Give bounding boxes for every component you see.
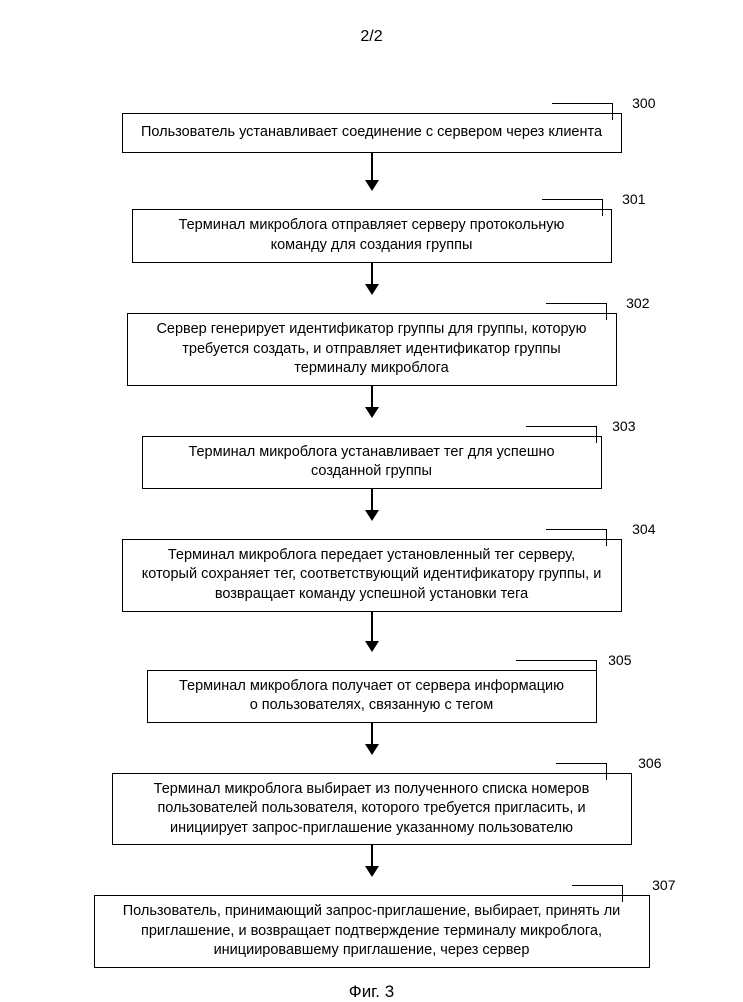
page-number: 2/2 — [0, 28, 743, 46]
step-label-row: 305 — [112, 652, 632, 670]
arrow-down-icon — [365, 723, 379, 755]
flow-step: 301Терминал микроблога отправляет сервер… — [112, 191, 632, 263]
leader-line — [552, 103, 613, 120]
arrow-down-icon — [365, 612, 379, 652]
step-label-row: 302 — [112, 295, 632, 313]
arrow-down-icon — [365, 386, 379, 418]
step-box: Терминал микроблога отправляет серверу п… — [132, 209, 612, 263]
step-box: Терминал микроблога передает установленн… — [122, 539, 622, 612]
step-box: Пользователь, принимающий запрос-приглаш… — [94, 895, 650, 968]
step-number: 307 — [652, 877, 675, 893]
arrow-down-icon — [365, 845, 379, 877]
arrow-down-icon — [365, 153, 379, 191]
leader-line — [542, 199, 603, 216]
step-box: Терминал микроблога устанавливает тег дл… — [142, 436, 602, 489]
arrow-down-icon — [365, 489, 379, 521]
step-label-row: 301 — [112, 191, 632, 209]
step-number: 306 — [638, 755, 661, 771]
flow-step: 304Терминал микроблога передает установл… — [112, 521, 632, 612]
figure-caption: Фиг. 3 — [349, 982, 394, 1002]
step-number: 305 — [608, 652, 631, 668]
arrow-down-icon — [365, 263, 379, 295]
step-label-row: 306 — [112, 755, 632, 773]
flow-step: 302Сервер генерирует идентификатор групп… — [112, 295, 632, 386]
step-box: Терминал микроблога получает от сервера … — [147, 670, 597, 723]
flowchart: 300Пользователь устанавливает соединение… — [0, 95, 743, 1002]
flow-step: 307Пользователь, принимающий запрос-приг… — [94, 877, 650, 968]
step-number: 301 — [622, 191, 645, 207]
step-number: 304 — [632, 521, 655, 537]
step-box: Сервер генерирует идентификатор группы д… — [127, 313, 617, 386]
step-number: 300 — [632, 95, 655, 111]
step-number: 303 — [612, 418, 635, 434]
flow-step: 306Терминал микроблога выбирает из получ… — [112, 755, 632, 846]
step-label-row: 300 — [112, 95, 632, 113]
leader-line — [526, 426, 597, 443]
leader-line — [556, 763, 607, 780]
leader-line — [516, 660, 597, 677]
step-box: Пользователь устанавливает соединение с … — [122, 113, 622, 153]
leader-line — [546, 529, 607, 546]
step-label-row: 307 — [112, 877, 632, 895]
step-number: 302 — [626, 295, 649, 311]
step-box: Терминал микроблога выбирает из полученн… — [112, 773, 632, 846]
flow-step: 300Пользователь устанавливает соединение… — [112, 95, 632, 153]
leader-line — [572, 885, 623, 902]
flow-step: 303 Терминал микроблога устанавливает тег… — [112, 418, 632, 489]
step-label-row: 303 — [112, 418, 632, 436]
step-label-row: 304 — [112, 521, 632, 539]
page: 2/2 300Пользователь устанавливает соедин… — [0, 0, 743, 1000]
leader-line — [546, 303, 607, 320]
flow-step: 305 Терминал микроблога получает от серве… — [112, 652, 632, 723]
